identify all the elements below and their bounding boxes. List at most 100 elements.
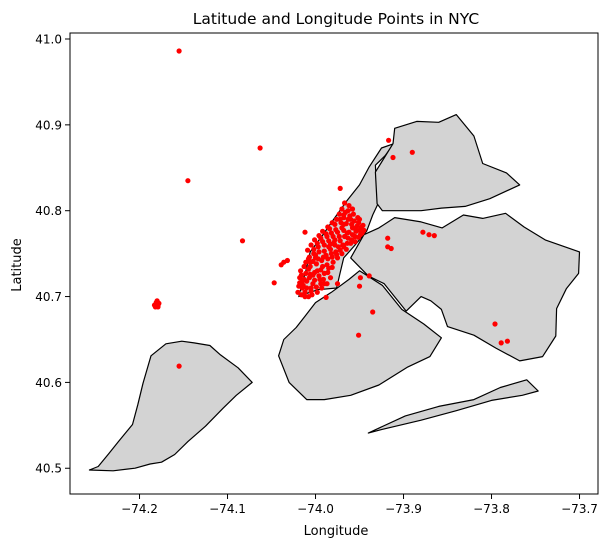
data-point [301,263,307,270]
data-point [312,277,318,283]
data-point [334,216,340,222]
data-point [327,241,334,247]
y-tick-label: 40.9 [35,118,62,132]
data-point [345,216,351,222]
data-point [324,233,330,240]
data-point [370,309,376,315]
data-point [420,229,426,235]
axes-frame [69,32,599,495]
data-point [329,254,335,260]
y-tick-label: 40.6 [35,376,62,390]
data-point [299,278,305,284]
data-point [321,281,327,287]
data-point [366,273,372,279]
data-point [339,206,345,212]
data-point [352,239,358,245]
x-tick-label: −73.8 [473,502,510,516]
data-point [357,232,363,238]
data-point [257,145,263,151]
borough-rockaway [367,379,539,434]
data-point [307,263,313,270]
x-tick-label: −73.7 [561,502,598,516]
data-point [390,154,396,161]
data-point [312,237,318,243]
data-point [360,222,366,228]
data-point [320,254,326,260]
data-point [334,281,341,287]
x-axis-label: Longitude [304,524,369,539]
data-point [271,280,277,286]
data-point [346,203,352,209]
data-point [304,285,310,291]
data-point [296,283,302,289]
borough-queens [350,212,581,362]
data-point [329,264,335,270]
data-point [349,206,356,212]
data-point [498,340,504,346]
data-point [431,233,437,239]
x-tick-label: −74.0 [297,502,334,516]
data-point [338,220,344,226]
data-point [314,289,320,295]
data-point [302,229,308,235]
chart-title: Latitude and Longitude Points in NYC [193,10,479,28]
data-point [349,232,356,238]
data-point [329,220,335,226]
data-point [303,270,309,276]
data-point [315,244,321,250]
data-point [298,292,304,298]
data-point [239,238,246,244]
data-point [155,304,161,310]
data-point [336,233,342,240]
data-point [492,321,498,327]
y-axis-label: Latitude [10,238,25,292]
data-point [361,227,367,233]
x-axis: −74.2 −74.1 −74.0 −73.9 −73.8 −73.7 [121,494,598,516]
data-point [426,232,432,238]
y-tick-label: 40.8 [35,204,62,218]
data-point [356,216,363,222]
data-point [341,227,347,233]
data-point [357,275,363,281]
data-point [350,211,356,217]
x-tick-label: −74.2 [121,502,158,516]
data-point [298,268,304,274]
data-point [318,267,324,273]
y-axis: 40.5 40.6 40.7 40.8 40.9 41.0 [35,33,70,476]
data-point [319,285,325,291]
data-point [324,262,330,268]
data-point [325,256,331,262]
borough-staten-island [88,340,253,472]
data-point [312,269,318,276]
y-tick-label: 40.7 [35,290,62,304]
data-point [337,238,343,244]
y-tick-label: 40.5 [35,462,62,476]
data-point [504,338,510,344]
data-point [185,178,191,184]
x-tick-label: −73.9 [385,502,422,516]
data-point [323,294,329,300]
data-point [316,233,322,239]
data-point [336,211,342,217]
data-point [337,247,343,253]
x-tick-label: −74.1 [209,502,246,516]
data-point [330,259,336,265]
data-point [176,48,182,54]
points-layer [151,48,510,369]
data-point [337,185,343,191]
data-point [356,332,362,338]
data-point [333,227,339,233]
data-point [344,240,350,246]
data-point [342,209,348,215]
data-point [352,226,358,232]
data-point [334,251,340,258]
data-point [356,283,363,289]
data-point [313,284,319,290]
data-point [284,257,290,264]
data-point [320,239,326,245]
data-point [305,256,312,262]
data-point [321,248,327,254]
data-point [332,237,338,243]
data-point [320,228,326,234]
